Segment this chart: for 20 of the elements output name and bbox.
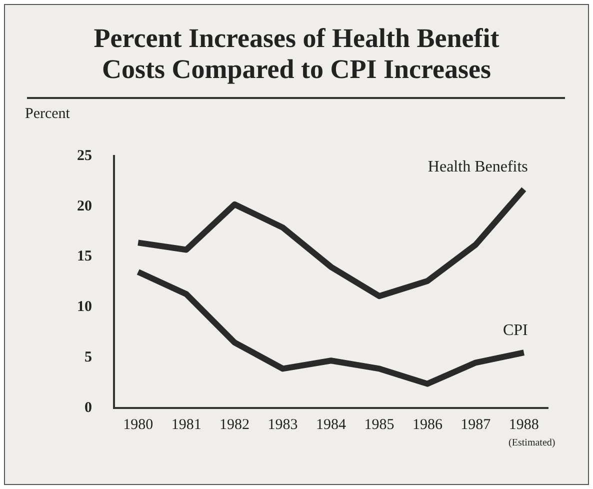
y-axis-title: Percent bbox=[25, 106, 70, 123]
series-label: CPI bbox=[502, 322, 528, 339]
chart-title: Percent Increases of Health Benefit Costs Compared to CPI Increases bbox=[92, 23, 500, 85]
x-tick-label: 1984 bbox=[316, 416, 346, 433]
x-tick-label: 1982 bbox=[220, 416, 250, 433]
series-label: Health Benefits bbox=[428, 158, 528, 176]
text: (Estimated) bbox=[508, 438, 556, 449]
x-tick-label: 1981 bbox=[171, 416, 202, 433]
y-tick-label: 20 bbox=[77, 198, 92, 214]
y-tick-label: 25 bbox=[77, 148, 92, 164]
x-tick-label: 1987 bbox=[460, 416, 492, 433]
x-tick-label: 1986 bbox=[412, 416, 443, 433]
y-tick-label: 5 bbox=[84, 349, 92, 366]
y-tick-label: 15 bbox=[77, 248, 92, 265]
x-tick-label: 1988 bbox=[508, 416, 539, 433]
y-tick-label: 0 bbox=[84, 400, 92, 416]
y-tick-label: 10 bbox=[77, 299, 92, 316]
x-tick-label: 1983 bbox=[268, 416, 298, 433]
x-tick-label: 1985 bbox=[364, 416, 394, 433]
x-tick-label: 1980 bbox=[123, 416, 154, 433]
